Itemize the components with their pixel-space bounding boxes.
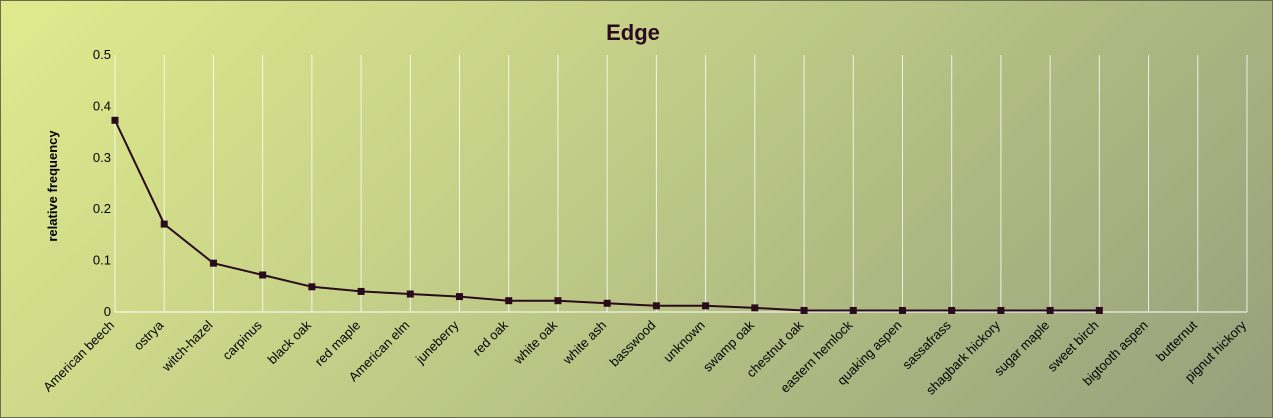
x-tick-label: unknown [660, 318, 707, 365]
data-point [603, 299, 611, 307]
data-point [800, 306, 808, 314]
x-tick-label: red oak [470, 317, 512, 359]
data-point [308, 283, 316, 291]
y-tick-label: 0.2 [93, 201, 111, 216]
x-tick-label: witch-hazel [158, 317, 215, 374]
data-point [1046, 306, 1054, 314]
y-tick-label: 0 [104, 304, 111, 319]
chart-title: Edge [606, 20, 660, 45]
grid-lines [114, 55, 1248, 312]
y-axis-label: relative frequency [45, 130, 60, 242]
data-point [652, 302, 660, 310]
data-point [554, 297, 562, 305]
data-point [1095, 306, 1103, 314]
x-tick-label: juneberry [412, 317, 462, 367]
data-point [849, 306, 857, 314]
y-tick-label: 0.4 [93, 98, 111, 113]
x-tick-label: butternut [1153, 317, 1200, 364]
x-tick-label: red maple [312, 318, 363, 369]
data-point [259, 271, 267, 279]
data-point [505, 297, 513, 305]
x-tick-label: black oak [265, 317, 315, 367]
x-tick-label: white oak [510, 317, 561, 368]
series-frequency [111, 116, 1103, 314]
x-tick-label: carpinus [219, 317, 265, 363]
data-point [111, 116, 119, 124]
data-point [456, 293, 464, 301]
data-point [898, 306, 906, 314]
y-tick-label: 0.3 [93, 150, 111, 165]
y-tick-label: 0.1 [93, 253, 111, 268]
data-point [160, 220, 168, 228]
y-tick-labels: 0 0.1 0.2 0.3 0.4 0.5 [93, 47, 111, 319]
data-point [406, 290, 414, 298]
data-point [997, 306, 1005, 314]
x-tick-label: white ash [559, 318, 609, 368]
data-point [357, 287, 365, 295]
y-tick-label: 0.5 [93, 47, 111, 62]
data-point [948, 306, 956, 314]
data-point [751, 304, 759, 312]
x-tick-label: basswood [607, 318, 659, 370]
data-point [209, 259, 217, 267]
data-point [702, 302, 710, 310]
x-tick-label: ostrya [131, 317, 167, 353]
x-tick-label: American beech [40, 318, 117, 395]
